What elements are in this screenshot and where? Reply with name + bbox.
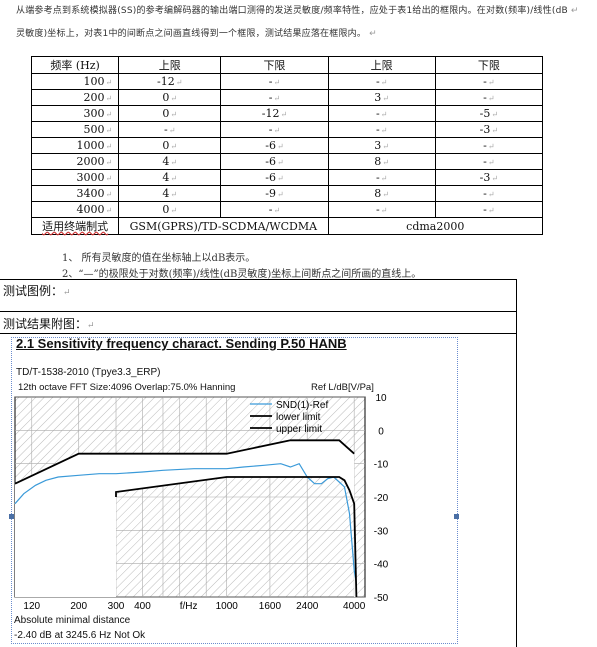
x-tick-label: 200 [70, 601, 87, 612]
x-tick-label: 1000 [216, 601, 239, 612]
x-tick-label: f/Hz [180, 601, 198, 612]
table-row: 3000↵ 4↵ -6↵ -↵ -3↵ [30, 169, 544, 186]
table-cell: -6↵ [220, 137, 329, 154]
y-tick-label: -50 [374, 593, 389, 604]
y-axis-label: Ref L/dB[V/Pa] [311, 382, 374, 393]
limits-table: 频率 (Hz) 上限 下限 上限 下限 100↵ -12↵ -↵ -↵ -↵ 200↵ 0↵ -↵ 3↵ -… [30, 56, 544, 235]
y-tick-label: -30 [374, 526, 389, 537]
right-border [516, 279, 517, 647]
note-2: 2、“—”的极限处于对数(频率)/线性(dB灵敏度)坐标上间断点之间所画的直线上… [62, 269, 422, 280]
x-tick-label: 2400 [296, 601, 319, 612]
resize-handle[interactable] [454, 514, 459, 519]
system-gsm-cell: GSM(GPRS)/TD-SCDMA/WCDMA [118, 217, 329, 235]
series-line [115, 476, 358, 598]
separator-line [0, 333, 516, 334]
table-header-cell: 下限 [434, 56, 544, 74]
note-1: 1、 所有灵敏度的值在坐标轴上以dB表示。 [62, 253, 256, 264]
x-tick-label: 4000 [343, 601, 366, 612]
table-footer-row: 适用终端制式 GSM(GPRS)/TD-SCDMA/WCDMA cdma2000 [30, 217, 544, 235]
series-line [14, 462, 357, 584]
table-cell: 3400↵ [30, 185, 120, 202]
y-tick-label: -40 [374, 560, 389, 571]
table-cell: -↵ [220, 89, 329, 106]
separator-line [0, 311, 516, 312]
resize-handle[interactable] [9, 514, 14, 519]
table-row: 200↵ 0↵ -↵ 3↵ -↵ [30, 89, 544, 106]
y-tick-label: 10 [375, 393, 387, 404]
y-tick-label: 0 [378, 426, 384, 437]
table-row: 4000↵ 0↵ -↵ -↵ -↵ [30, 201, 544, 218]
x-tick-label: 300 [108, 601, 125, 612]
annotation-line-2: -2.40 dB at 3245.6 Hz Not Ok [14, 630, 146, 641]
x-tick-label: 400 [134, 601, 151, 612]
x-tick-label: 1600 [259, 601, 282, 612]
y-tick-label: -20 [374, 493, 389, 504]
series-line [14, 439, 355, 485]
table-header-row: 频率 (Hz) 上限 下限 上限 下限 [30, 56, 544, 74]
test-chart-label: 测试图例：↵ [3, 284, 71, 298]
y-tick-label: -10 [374, 460, 389, 471]
separator-line [0, 279, 516, 280]
result-chart-label: 测试结果附图：↵ [3, 317, 95, 331]
chart-title: 2.1 Sensitivity frequency charact. Sendi… [16, 336, 347, 351]
legend-label: upper limit [276, 424, 322, 435]
annotation-line-1: Absolute minimal distance [14, 615, 131, 626]
intro-line-1: 从端参考点到系统模拟器(SS)的参考编解码器的输出端口测得的发送灵敏度/频率特性… [16, 6, 579, 16]
legend-label: lower limit [276, 412, 321, 423]
chart-subtitle: TD/T-1538-2010 (Tpye3.3_ERP) [16, 367, 161, 378]
limit-band [15, 440, 357, 597]
intro-line-2: 灵敏度)坐标上，对表1中的间断点之间画直线得到一个框限，测试结果应落在框限内。 … [16, 29, 377, 39]
x-tick-label: 120 [23, 601, 40, 612]
system-cdma-cell: cdma2000 [327, 217, 544, 235]
chart-info: 12th octave FFT Size:4096 Overlap:75.0% … [18, 382, 236, 393]
legend-label: SND(1)-Ref [276, 400, 328, 411]
chart-frame[interactable] [11, 337, 458, 644]
table-cell: 500↵ [30, 121, 120, 138]
